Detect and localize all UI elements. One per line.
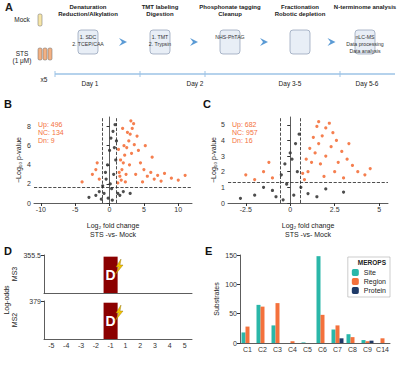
svg-text:D: D <box>106 313 116 329</box>
svg-text:2. Trypsin: 2. Trypsin <box>149 41 172 47</box>
svg-text:-4: -4 <box>63 342 69 349</box>
svg-text:1. TMT: 1. TMT <box>152 34 169 40</box>
svg-text:Data analysis: Data analysis <box>349 48 381 54</box>
svg-text:C14: C14 <box>376 346 389 353</box>
svg-text:D: D <box>106 267 116 283</box>
svg-text:NC: 957: NC: 957 <box>232 129 258 136</box>
svg-text:Phosphonate tagging: Phosphonate tagging <box>199 4 261 10</box>
svg-text:NC: 134: NC: 134 <box>38 129 64 136</box>
svg-text:Up: 682: Up: 682 <box>232 121 257 129</box>
svg-text:-1: -1 <box>107 342 113 349</box>
svg-text:5: 5 <box>183 342 187 349</box>
svg-text:Day 3-5: Day 3-5 <box>279 80 302 88</box>
svg-text:C9: C9 <box>363 346 372 353</box>
svg-text:Cleanup: Cleanup <box>218 11 242 17</box>
svg-text:Day 5-6: Day 5-6 <box>356 80 379 88</box>
svg-text:Substrates: Substrates <box>213 282 220 316</box>
svg-text:C4: C4 <box>288 346 297 353</box>
svg-text:2.5: 2.5 <box>330 206 340 213</box>
svg-text:C2: C2 <box>258 346 267 353</box>
svg-text:nLC-MS: nLC-MS <box>355 34 375 40</box>
svg-text:150: 150 <box>225 252 237 259</box>
svg-text:Day 2: Day 2 <box>187 80 204 88</box>
svg-text:Digestion: Digestion <box>146 11 174 17</box>
svg-text:STS -vs- Mock: STS -vs- Mock <box>285 231 331 238</box>
svg-text:MEROPS: MEROPS <box>358 259 387 266</box>
svg-text:Day 1: Day 1 <box>82 80 99 88</box>
svg-text:NHS-PhTAG: NHS-PhTAG <box>215 34 244 40</box>
svg-text:-10: -10 <box>36 206 46 213</box>
svg-text:10: 10 <box>174 206 182 213</box>
svg-text:0: 0 <box>288 206 292 213</box>
svg-text:50: 50 <box>229 310 237 317</box>
svg-text:Site: Site <box>364 269 376 276</box>
svg-text:5: 5 <box>221 121 225 128</box>
svg-text:8: 8 <box>27 123 31 130</box>
svg-text:Log₂ fold change: Log₂ fold change <box>282 222 335 230</box>
svg-text:B: B <box>4 98 12 110</box>
svg-text:A: A <box>5 1 13 13</box>
svg-text:(1 μM): (1 μM) <box>13 57 32 65</box>
svg-text:C3: C3 <box>273 346 282 353</box>
svg-text:2: 2 <box>138 342 142 349</box>
svg-text:Fractionation: Fractionation <box>281 4 319 10</box>
svg-text:100: 100 <box>225 281 237 288</box>
svg-text:3: 3 <box>221 153 225 160</box>
svg-text:0: 0 <box>108 206 112 213</box>
svg-text:1. SDC: 1. SDC <box>80 34 97 40</box>
svg-text:2: 2 <box>221 168 225 175</box>
svg-text:5: 5 <box>377 206 381 213</box>
svg-text:Robotic depletion: Robotic depletion <box>275 11 326 17</box>
svg-text:Dn: 16: Dn: 16 <box>232 137 253 144</box>
svg-text:C7: C7 <box>333 346 342 353</box>
svg-text:-2.5: -2.5 <box>240 206 252 213</box>
svg-text:−Log₁₀ p-value: −Log₁₀ p-value <box>210 137 218 183</box>
svg-text:2. TCEP/CAA: 2. TCEP/CAA <box>72 41 104 47</box>
svg-text:C1: C1 <box>243 346 252 353</box>
svg-text:Log₂ fold change: Log₂ fold change <box>87 222 140 230</box>
svg-text:5: 5 <box>142 206 146 213</box>
svg-text:C: C <box>203 98 211 110</box>
svg-text:Protein: Protein <box>364 287 386 294</box>
svg-text:6: 6 <box>27 142 31 149</box>
svg-text:−Log₁₀ p-value: −Log₁₀ p-value <box>15 137 23 183</box>
svg-text:1: 1 <box>221 184 225 191</box>
svg-text:0: 0 <box>233 340 237 347</box>
svg-text:Region: Region <box>364 278 386 286</box>
svg-text:C5: C5 <box>303 346 312 353</box>
svg-text:N-terminome analysis: N-terminome analysis <box>334 4 397 10</box>
svg-text:-3: -3 <box>78 342 84 349</box>
svg-text:MS3: MS3 <box>11 267 18 282</box>
svg-text:Data processing: Data processing <box>346 41 384 47</box>
svg-text:x5: x5 <box>41 76 48 83</box>
svg-text:Reduction/Alkylation: Reduction/Alkylation <box>58 11 118 17</box>
svg-text:C6: C6 <box>318 346 327 353</box>
svg-text:Log-odds: Log-odds <box>3 285 11 315</box>
svg-text:2: 2 <box>27 180 31 187</box>
svg-text:4: 4 <box>221 137 225 144</box>
svg-text:C8: C8 <box>348 346 357 353</box>
svg-text:0: 0 <box>27 200 31 207</box>
svg-text:D: D <box>4 245 12 257</box>
svg-text:Denaturation: Denaturation <box>69 4 106 10</box>
svg-text:-5: -5 <box>72 206 78 213</box>
svg-text:Dn: 9: Dn: 9 <box>38 137 55 144</box>
svg-text:STS -vs- Mock: STS -vs- Mock <box>90 231 136 238</box>
svg-text:379: 379 <box>29 298 41 305</box>
svg-text:-2: -2 <box>93 342 99 349</box>
svg-text:3: 3 <box>153 342 157 349</box>
svg-text:E: E <box>205 245 212 257</box>
svg-text:STS: STS <box>16 50 29 57</box>
svg-text:Up: 496: Up: 496 <box>38 121 63 129</box>
svg-text:0: 0 <box>221 200 225 207</box>
svg-text:TMT labeling: TMT labeling <box>142 4 179 10</box>
svg-text:Mock: Mock <box>14 16 30 23</box>
svg-text:MS2: MS2 <box>11 313 18 328</box>
svg-text:4: 4 <box>27 161 31 168</box>
svg-text:4: 4 <box>168 342 172 349</box>
svg-text:355.5: 355.5 <box>23 252 41 259</box>
svg-text:1: 1 <box>123 342 127 349</box>
svg-text:-5: -5 <box>48 342 54 349</box>
